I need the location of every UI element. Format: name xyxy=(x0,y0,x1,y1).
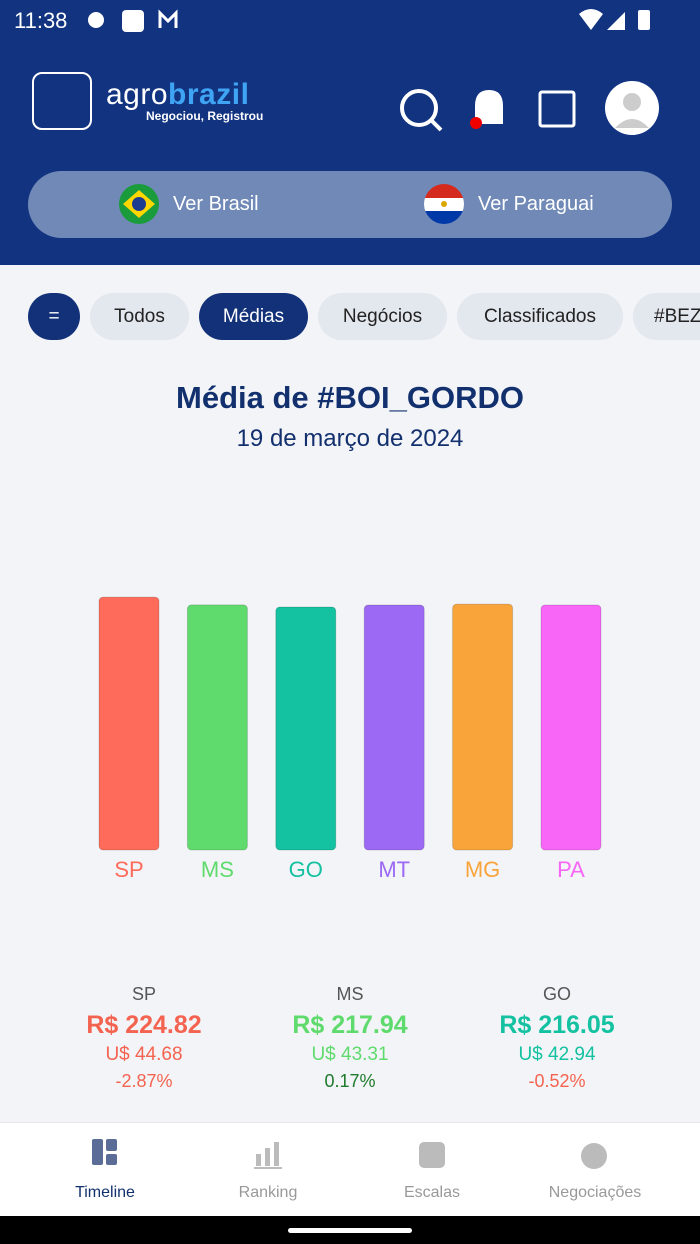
card-price: R$ 216.05 xyxy=(499,1011,615,1039)
logo-text: agro xyxy=(106,78,169,111)
nav-tab[interactable]: Escalas xyxy=(403,1184,461,1201)
price-card: SP R$ 224.82 U$ 44.68 -2.87% xyxy=(44,984,244,1092)
search-icon[interactable] xyxy=(400,89,438,127)
category-label: PA xyxy=(557,857,585,882)
nav-tab[interactable]: Negociações xyxy=(548,1184,642,1201)
category-label: MT xyxy=(378,857,410,882)
card-state: SP xyxy=(131,984,156,1004)
price-card: GO R$ 216.05 U$ 42.94 -0.52% xyxy=(457,984,657,1092)
bell-icon[interactable] xyxy=(475,90,503,124)
system-icons xyxy=(579,9,650,30)
filter-chip[interactable]: #BEZ xyxy=(633,293,700,340)
bar-chart: SP MS GO MT MG PA xyxy=(98,596,602,882)
category-label: MG xyxy=(465,857,500,882)
flag-brasil xyxy=(119,184,159,224)
card-change: -0.52% xyxy=(528,1071,586,1091)
card-price: R$ 217.94 xyxy=(292,1011,408,1039)
bar xyxy=(98,596,160,851)
bar xyxy=(186,604,248,851)
logo-icon[interactable] xyxy=(32,72,92,130)
card-state: GO xyxy=(542,984,571,1004)
filter-chip[interactable]: Negócios xyxy=(318,293,447,340)
flag-paraguai xyxy=(424,184,464,224)
bar xyxy=(363,604,425,851)
card-change: 0.17% xyxy=(324,1071,376,1091)
card-usd: U$ 43.31 xyxy=(311,1044,389,1065)
status-icons xyxy=(88,9,178,32)
home-handle[interactable] xyxy=(288,1228,412,1233)
filter-chip[interactable]: = xyxy=(28,293,80,340)
tagline: Negociou, Registrou xyxy=(146,109,264,123)
filter-chip[interactable]: Classificados xyxy=(457,293,623,340)
filter-chip[interactable]: Todos xyxy=(90,293,189,340)
chart-subtitle: 19 de março de 2024 xyxy=(236,425,464,452)
status-time: 11:38 xyxy=(14,8,68,33)
card-change: -2.87% xyxy=(115,1071,173,1091)
header-actions xyxy=(400,81,659,135)
filter-chip[interactable]: Médias xyxy=(199,293,308,340)
logo[interactable]: agrobrazil xyxy=(106,78,249,112)
region-button[interactable]: Ver Paraguai xyxy=(478,193,594,215)
category-label: GO xyxy=(289,857,323,882)
nav-icons xyxy=(92,1139,607,1169)
card-price: R$ 224.82 xyxy=(86,1011,202,1039)
region-button[interactable]: Ver Brasil xyxy=(173,193,259,215)
system-nav xyxy=(0,1216,700,1244)
card-usd: U$ 42.94 xyxy=(518,1044,596,1065)
bottom-nav xyxy=(0,1122,700,1216)
card-state: MS xyxy=(336,984,364,1004)
bar xyxy=(275,606,337,851)
category-label: MS xyxy=(201,857,234,882)
chart-title: Média de #BOI_GORDO xyxy=(176,380,524,415)
nav-tab[interactable]: Timeline xyxy=(75,1184,135,1201)
price-card: MS R$ 217.94 U$ 43.31 0.17% xyxy=(250,984,450,1092)
bar xyxy=(452,603,514,851)
bar xyxy=(540,604,602,851)
chart-icon[interactable] xyxy=(538,90,576,128)
card-usd: U$ 44.68 xyxy=(105,1044,183,1065)
logo-text: brazil xyxy=(168,78,250,111)
category-label: SP xyxy=(114,857,143,882)
nav-tab[interactable]: Ranking xyxy=(238,1184,298,1201)
